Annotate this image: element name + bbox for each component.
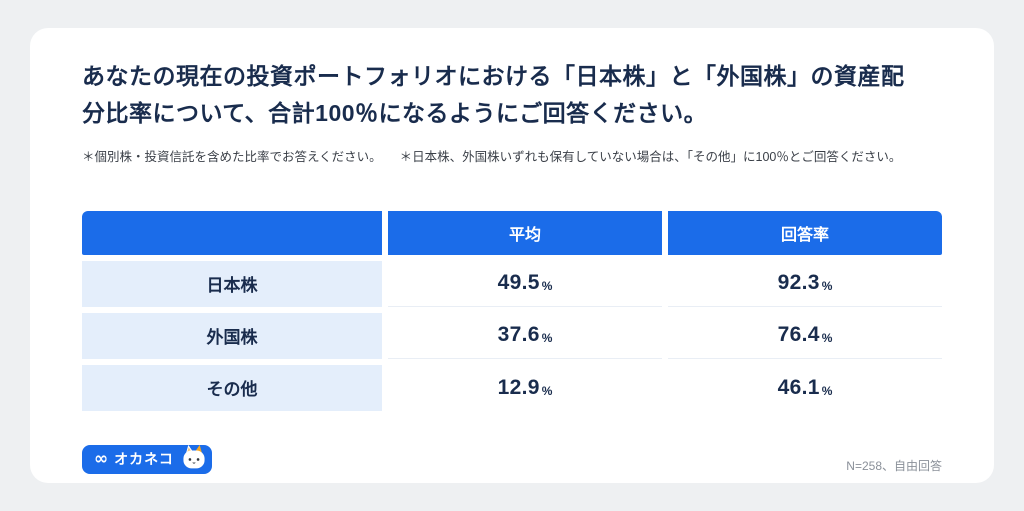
survey-card: あなたの現在の投資ポートフォリオにおける「日本株」と「外国株」の資産配 分比率に… — [30, 28, 994, 483]
survey-title-line1: あなたの現在の投資ポートフォリオにおける「日本株」と「外国株」の資産配 — [82, 63, 905, 89]
row-label-other: その他 — [82, 364, 382, 411]
avg-number: 37.6 — [497, 323, 540, 347]
okaneko-logo: ∞ オカネコ — [82, 444, 212, 474]
infinity-icon: ∞ — [94, 448, 109, 469]
sample-size-note: N=258、自由回答 — [846, 458, 942, 473]
percent-unit: % — [541, 331, 553, 346]
percent-unit: % — [821, 279, 833, 294]
survey-title-line2: 分比率について、合計100％になるようにご回答ください。 — [82, 99, 708, 126]
row-label-foreign-stocks: 外国株 — [82, 312, 382, 359]
survey-note-2: ＊日本株、外国株いずれも保有していない場合は、「その他」に100％とご回答くださ… — [399, 149, 902, 164]
rate-value-other: 46.1% — [668, 364, 942, 411]
rate-value-japanese-stocks: 92.3% — [668, 260, 942, 307]
avg-number: 12.9 — [497, 375, 540, 399]
results-table: 平均 回答率 日本株 49.5% 92.3% 外国株 37.6% 76.4% そ… — [82, 210, 942, 411]
percent-unit: % — [821, 331, 833, 346]
card-footer: ∞ オカネコ N=258、自由回答 — [82, 444, 942, 474]
rate-number: 76.4 — [777, 323, 820, 347]
avg-number: 49.5 — [497, 271, 540, 295]
survey-note-1: ＊個別株・投資信託を含めた比率でお答えください。 — [82, 149, 382, 164]
table-header-average: 平均 — [388, 210, 662, 255]
row-label-japanese-stocks: 日本株 — [82, 260, 382, 307]
rate-value-foreign-stocks: 76.4% — [668, 312, 942, 359]
table-header-response-rate: 回答率 — [668, 210, 942, 255]
rate-number: 46.1 — [777, 375, 820, 399]
survey-notes: ＊個別株・投資信託を含めた比率でお答えください。 ＊日本株、外国株いずれも保有し… — [82, 146, 942, 165]
avg-value-japanese-stocks: 49.5% — [388, 260, 662, 307]
avg-value-foreign-stocks: 37.6% — [388, 312, 662, 359]
percent-unit: % — [541, 279, 553, 294]
percent-unit: % — [821, 383, 833, 398]
rate-number: 92.3 — [777, 271, 820, 295]
table-header-empty — [82, 210, 382, 255]
survey-title: あなたの現在の投資ポートフォリオにおける「日本株」と「外国株」の資産配 分比率に… — [82, 58, 942, 132]
okaneko-logo-text: オカネコ — [114, 451, 174, 468]
percent-unit: % — [541, 383, 553, 398]
avg-value-other: 12.9% — [388, 364, 662, 411]
cat-mascot-icon — [183, 444, 205, 468]
